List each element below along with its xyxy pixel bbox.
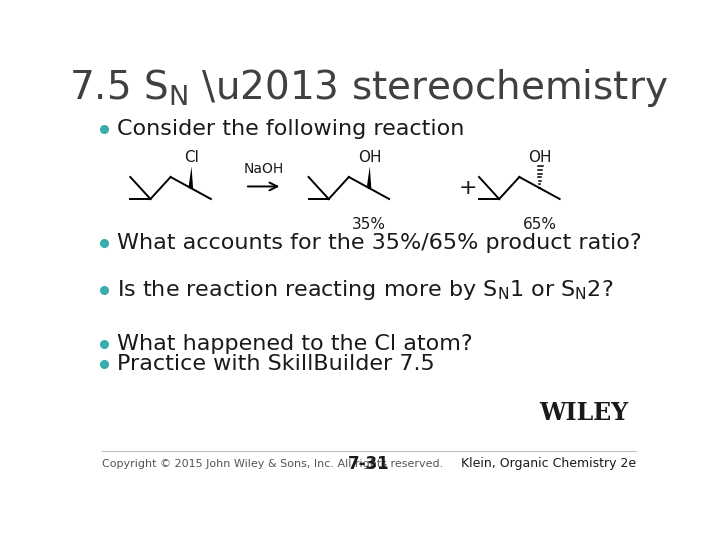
Text: Practice with SkillBuilder 7.5: Practice with SkillBuilder 7.5 [117,354,435,374]
Text: OH: OH [528,150,552,165]
Text: Cl: Cl [184,150,199,165]
Text: Is the reaction reacting more by $\mathrm{S_N}$1 or $\mathrm{S_N}$2?: Is the reaction reacting more by $\mathr… [117,278,613,302]
Text: WILEY: WILEY [539,401,629,425]
Polygon shape [366,166,372,188]
Text: OH: OH [358,150,382,165]
Text: 65%: 65% [523,218,557,232]
Text: Consider the following reaction: Consider the following reaction [117,119,464,139]
Text: Klein, Organic Chemistry 2e: Klein, Organic Chemistry 2e [462,457,636,470]
Text: NaOH: NaOH [243,163,284,177]
Polygon shape [189,166,193,188]
Text: +: + [459,178,477,198]
Text: Copyright © 2015 John Wiley & Sons, Inc. All rights reserved.: Copyright © 2015 John Wiley & Sons, Inc.… [102,458,443,469]
Text: 7.5 S$_\mathrm{N}$ \u2013 stereochemistry: 7.5 S$_\mathrm{N}$ \u2013 stereochemistr… [69,66,669,109]
Text: What happened to the Cl atom?: What happened to the Cl atom? [117,334,473,354]
Text: 35%: 35% [352,218,386,232]
Text: What accounts for the 35%/65% product ratio?: What accounts for the 35%/65% product ra… [117,233,642,253]
Text: 7-31: 7-31 [348,455,390,472]
